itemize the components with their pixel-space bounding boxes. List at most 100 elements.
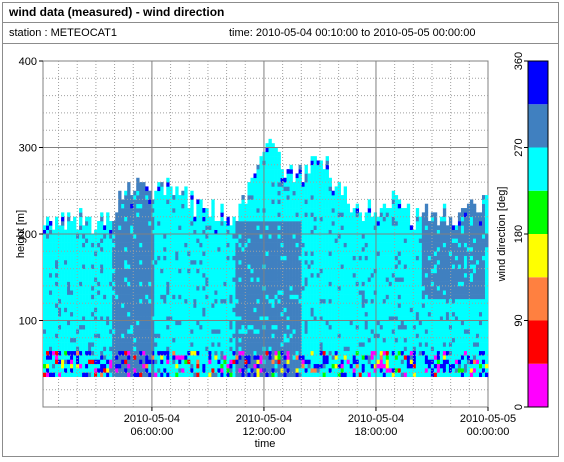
heatmap-cell [277, 311, 281, 317]
heatmap-cell [190, 264, 194, 269]
heatmap-cell [337, 238, 341, 243]
heatmap-cell [232, 316, 236, 321]
heatmap-cell [220, 203, 224, 209]
heatmap-cell [133, 298, 137, 304]
heatmap-cell [136, 320, 140, 326]
heatmap-cell [121, 316, 125, 321]
heatmap-cell [73, 363, 77, 369]
heatmap-cell [241, 294, 245, 300]
heatmap-cell [397, 350, 402, 356]
heatmap-cell [130, 368, 134, 373]
heatmap-cell [202, 298, 206, 304]
heatmap-cell [244, 368, 248, 373]
heatmap-cell [319, 251, 323, 256]
heatmap-cell [73, 255, 77, 261]
heatmap-cell [334, 238, 338, 243]
heatmap-cell [340, 311, 344, 317]
heatmap-cell [358, 355, 363, 360]
heatmap-cell [214, 346, 218, 352]
heatmap-cell [349, 272, 353, 278]
heatmap-cell [151, 242, 155, 248]
heatmap-cell [232, 272, 236, 278]
heatmap-cell [103, 285, 107, 291]
heatmap-cell [130, 285, 134, 291]
heatmap-cell [238, 264, 242, 269]
heatmap-cell [229, 350, 233, 356]
heatmap-cell [268, 281, 272, 287]
heatmap-cell [238, 324, 242, 330]
heatmap-cell [280, 316, 284, 321]
heatmap-cell [172, 350, 176, 356]
heatmap-cell [247, 242, 251, 248]
heatmap-cell [178, 216, 182, 222]
heatmap-cell [85, 290, 89, 295]
heatmap-cell [367, 264, 372, 269]
heatmap-cell [133, 294, 137, 300]
heatmap-cell [364, 303, 369, 308]
heatmap-cell [43, 355, 47, 360]
heatmap-cell [187, 272, 191, 278]
heatmap-cell [88, 329, 92, 334]
heatmap-cell [307, 225, 311, 230]
heatmap-cell [244, 246, 248, 252]
heatmap-cell [346, 229, 350, 235]
heatmap-cell [331, 333, 335, 339]
heatmap-cell [364, 346, 369, 352]
heatmap-cell [85, 298, 89, 304]
heatmap-cell [337, 182, 341, 187]
heatmap-cell [394, 208, 399, 213]
heatmap-cell [286, 281, 290, 287]
heatmap-cell [397, 333, 402, 339]
heatmap-cell [400, 333, 405, 339]
heatmap-cell [82, 238, 86, 243]
heatmap-cell [379, 307, 384, 313]
heatmap-cell [130, 259, 134, 265]
heatmap-cell [151, 212, 155, 217]
heatmap-cell [58, 294, 62, 300]
heatmap-cell [286, 186, 290, 192]
heatmap-cell [91, 259, 95, 265]
heatmap-cell [385, 272, 390, 278]
heatmap-cell [49, 246, 53, 252]
heatmap-cell [130, 320, 134, 326]
heatmap-cell [334, 316, 338, 321]
heatmap-cell [232, 225, 236, 230]
heatmap-cell [298, 285, 302, 291]
heatmap-cell [160, 329, 164, 334]
heatmap-cell [397, 363, 402, 369]
heatmap-cell [370, 242, 375, 248]
heatmap-cell [280, 324, 284, 330]
heatmap-cell [334, 324, 338, 330]
heatmap-cell [355, 268, 360, 274]
heatmap-cell [124, 259, 128, 265]
heatmap-cell [235, 229, 239, 235]
heatmap-cell [307, 277, 311, 282]
heatmap-cell [109, 350, 113, 356]
heatmap-cell [277, 368, 281, 373]
heatmap-cell [136, 303, 140, 308]
heatmap-cell [52, 337, 56, 343]
heatmap-cell [187, 346, 191, 352]
heatmap-cell [184, 324, 188, 330]
heatmap-cell [79, 212, 83, 217]
heatmap-cell [91, 372, 95, 378]
heatmap-cell [103, 294, 107, 300]
heatmap-cell [301, 307, 305, 313]
heatmap-cell [211, 363, 215, 369]
heatmap-cell [292, 368, 296, 373]
heatmap-cell [331, 199, 335, 205]
heatmap-cell [277, 151, 281, 157]
heatmap-cell [211, 346, 215, 352]
heatmap-cell [331, 311, 335, 317]
heatmap-cell [142, 342, 146, 347]
heatmap-cell [295, 208, 299, 213]
heatmap-cell [205, 216, 209, 222]
heatmap-cell [232, 333, 236, 339]
heatmap-cell [151, 355, 155, 360]
heatmap-cell [55, 311, 59, 317]
heatmap-cell [124, 246, 128, 252]
heatmap-cell [253, 221, 257, 226]
heatmap-cell [301, 225, 305, 230]
heatmap-cell [208, 272, 212, 278]
heatmap-cell [286, 324, 290, 330]
